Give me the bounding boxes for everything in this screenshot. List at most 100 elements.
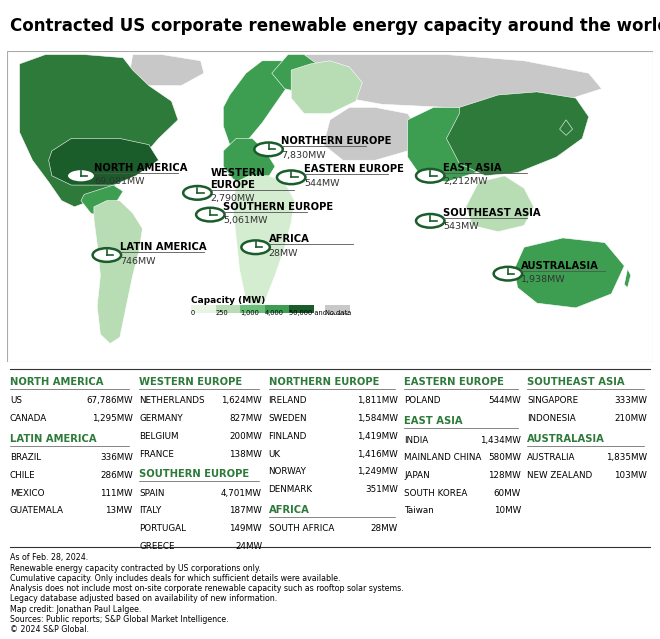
Bar bbox=[325, 305, 350, 312]
Text: NORWAY: NORWAY bbox=[269, 467, 306, 476]
Text: Map credit: Jonathan Paul Lalgee.: Map credit: Jonathan Paul Lalgee. bbox=[10, 604, 141, 613]
Text: 69,081MW: 69,081MW bbox=[94, 177, 145, 187]
Text: NORTHERN EUROPE: NORTHERN EUROPE bbox=[269, 377, 379, 387]
Circle shape bbox=[277, 171, 306, 184]
Text: 1,835MW: 1,835MW bbox=[606, 453, 647, 462]
Circle shape bbox=[416, 214, 444, 227]
Text: CANADA: CANADA bbox=[10, 414, 47, 423]
Text: 103MW: 103MW bbox=[614, 471, 647, 480]
Text: As of Feb. 28, 2024.: As of Feb. 28, 2024. bbox=[10, 553, 88, 562]
Text: WESTERN
EUROPE: WESTERN EUROPE bbox=[211, 168, 265, 190]
Circle shape bbox=[183, 186, 212, 200]
Polygon shape bbox=[446, 92, 589, 176]
Text: 333MW: 333MW bbox=[614, 396, 647, 405]
Text: EASTERN EUROPE: EASTERN EUROPE bbox=[304, 164, 404, 174]
Polygon shape bbox=[223, 61, 291, 151]
Text: DENMARK: DENMARK bbox=[269, 485, 313, 494]
Text: NORTHERN EUROPE: NORTHERN EUROPE bbox=[281, 136, 392, 146]
Text: 28MW: 28MW bbox=[371, 524, 398, 533]
Text: 1,295MW: 1,295MW bbox=[92, 414, 133, 423]
Text: 1,811MW: 1,811MW bbox=[357, 396, 398, 405]
Polygon shape bbox=[129, 54, 204, 86]
Text: 50,000 and above: 50,000 and above bbox=[289, 310, 350, 316]
Polygon shape bbox=[81, 185, 123, 219]
Text: ITALY: ITALY bbox=[139, 507, 162, 516]
Text: 138MW: 138MW bbox=[229, 450, 262, 459]
Text: 336MW: 336MW bbox=[100, 453, 133, 462]
Polygon shape bbox=[272, 54, 317, 92]
Text: 210MW: 210MW bbox=[614, 414, 647, 423]
Text: US: US bbox=[10, 396, 22, 405]
Polygon shape bbox=[49, 139, 158, 185]
Text: EASTERN EUROPE: EASTERN EUROPE bbox=[405, 377, 504, 387]
Text: MAINLAND CHINA: MAINLAND CHINA bbox=[405, 453, 482, 462]
Bar bbox=[289, 305, 313, 312]
Text: SOUTH KOREA: SOUTH KOREA bbox=[405, 489, 468, 498]
Text: INDONESIA: INDONESIA bbox=[527, 414, 576, 423]
Polygon shape bbox=[233, 176, 294, 309]
Text: 4,000: 4,000 bbox=[265, 310, 284, 316]
Text: BRAZIL: BRAZIL bbox=[10, 453, 41, 462]
Text: 544MW: 544MW bbox=[488, 396, 521, 405]
Polygon shape bbox=[223, 139, 275, 189]
Text: FINLAND: FINLAND bbox=[269, 432, 307, 441]
Text: SOUTHEAST ASIA: SOUTHEAST ASIA bbox=[527, 377, 625, 387]
Text: 250: 250 bbox=[216, 310, 228, 316]
Text: 1,434MW: 1,434MW bbox=[480, 436, 521, 445]
Text: CHILE: CHILE bbox=[10, 471, 36, 480]
Text: Cumulative capacity. Only includes deals for which sufficient details were avail: Cumulative capacity. Only includes deals… bbox=[10, 574, 341, 583]
Text: 1,624MW: 1,624MW bbox=[221, 396, 262, 405]
Text: 7,830MW: 7,830MW bbox=[281, 151, 326, 160]
Text: 827MW: 827MW bbox=[229, 414, 262, 423]
Text: GREECE: GREECE bbox=[139, 542, 175, 551]
Text: 2,212MW: 2,212MW bbox=[444, 177, 488, 187]
Polygon shape bbox=[291, 54, 602, 107]
Text: 24MW: 24MW bbox=[235, 542, 262, 551]
Polygon shape bbox=[291, 61, 362, 114]
Polygon shape bbox=[624, 269, 631, 288]
Text: © 2024 S&P Global.: © 2024 S&P Global. bbox=[10, 625, 89, 635]
Text: SOUTHEAST ASIA: SOUTHEAST ASIA bbox=[444, 208, 541, 218]
Text: WESTERN EUROPE: WESTERN EUROPE bbox=[139, 377, 242, 387]
Text: No data: No data bbox=[325, 310, 352, 316]
Text: Taiwan: Taiwan bbox=[405, 507, 434, 516]
Text: Capacity (MW): Capacity (MW) bbox=[191, 296, 265, 305]
Text: SOUTHERN EUROPE: SOUTHERN EUROPE bbox=[139, 469, 249, 479]
Text: SINGAPORE: SINGAPORE bbox=[527, 396, 578, 405]
Text: 1,416MW: 1,416MW bbox=[357, 450, 398, 459]
Text: SOUTHERN EUROPE: SOUTHERN EUROPE bbox=[223, 201, 333, 212]
Text: BELGIUM: BELGIUM bbox=[139, 432, 179, 441]
Text: NEW ZEALAND: NEW ZEALAND bbox=[527, 471, 593, 480]
Text: 149MW: 149MW bbox=[230, 524, 262, 533]
Text: EAST ASIA: EAST ASIA bbox=[444, 163, 502, 173]
Text: Contracted US corporate renewable energy capacity around the world: Contracted US corporate renewable energy… bbox=[10, 17, 660, 35]
Text: 2,790MW: 2,790MW bbox=[211, 194, 255, 203]
Text: Sources: Public reports; S&P Global Market Intelligence.: Sources: Public reports; S&P Global Mark… bbox=[10, 615, 228, 624]
Text: 13MW: 13MW bbox=[106, 507, 133, 516]
Text: Legacy database adjusted based on availability of new information.: Legacy database adjusted based on availa… bbox=[10, 594, 277, 603]
Text: 28MW: 28MW bbox=[269, 249, 298, 258]
Circle shape bbox=[494, 267, 522, 281]
Bar bbox=[240, 305, 265, 312]
Text: 4,701MW: 4,701MW bbox=[221, 489, 262, 498]
Bar bbox=[191, 305, 216, 312]
Text: 200MW: 200MW bbox=[229, 432, 262, 441]
Text: 286MW: 286MW bbox=[100, 471, 133, 480]
Polygon shape bbox=[466, 176, 534, 232]
Polygon shape bbox=[94, 201, 143, 344]
Text: 746MW: 746MW bbox=[119, 257, 155, 266]
Text: POLAND: POLAND bbox=[405, 396, 441, 405]
Text: AFRICA: AFRICA bbox=[269, 234, 310, 244]
Circle shape bbox=[242, 240, 270, 254]
Text: 1,938MW: 1,938MW bbox=[521, 275, 566, 284]
Text: 0: 0 bbox=[191, 310, 195, 316]
Text: IRELAND: IRELAND bbox=[269, 396, 307, 405]
Text: AFRICA: AFRICA bbox=[269, 505, 310, 514]
Text: 60MW: 60MW bbox=[494, 489, 521, 498]
Bar bbox=[265, 305, 289, 312]
Text: GUATEMALA: GUATEMALA bbox=[10, 507, 64, 516]
Text: 351MW: 351MW bbox=[365, 485, 398, 494]
Text: FRANCE: FRANCE bbox=[139, 450, 174, 459]
Text: UK: UK bbox=[269, 450, 280, 459]
Text: AUSTRALASIA: AUSTRALASIA bbox=[521, 261, 599, 270]
